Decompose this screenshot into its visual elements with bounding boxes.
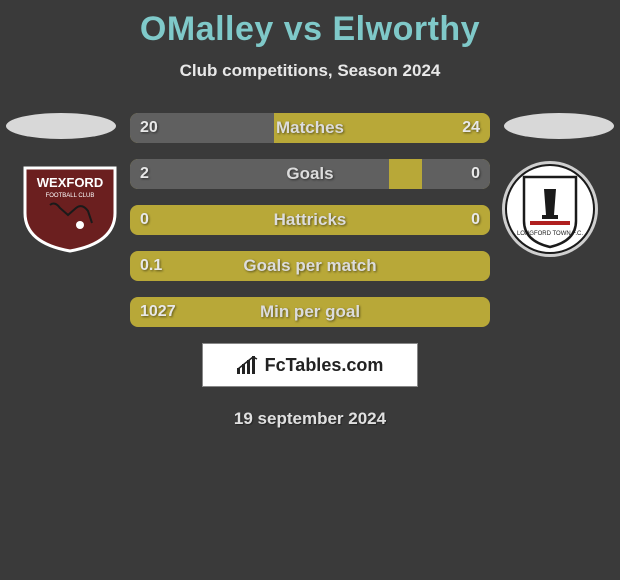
stat-right-value: 0 [471,159,480,189]
date-label: 19 september 2024 [0,409,620,429]
ellipse-left [6,113,116,139]
crest-left: WEXFORD FOOTBALL CLUB [20,163,120,253]
stat-row: 1027Min per goal [130,297,490,327]
crest-right-name: LONGFORD TOWN F.C. [517,231,583,237]
stat-label: Hattricks [130,205,490,235]
stat-row: 20Matches24 [130,113,490,143]
stat-row: 0Hattricks0 [130,205,490,235]
stat-right-value: 24 [462,113,480,143]
stat-row: 2Goals0 [130,159,490,189]
stat-label: Min per goal [130,297,490,327]
ellipse-right [504,113,614,139]
crest-left-name: WEXFORD [37,175,103,190]
comparison-panel: WEXFORD FOOTBALL CLUB LONGFORD TOWN F.C.… [0,113,620,429]
chart-icon [237,356,259,374]
logo-text: FcTables.com [265,355,384,376]
stat-label: Goals per match [130,251,490,281]
crest-right: LONGFORD TOWN F.C. [500,159,600,259]
subtitle: Club competitions, Season 2024 [0,61,620,81]
stats-bars: 20Matches242Goals00Hattricks00.1Goals pe… [130,113,490,327]
stat-label: Goals [130,159,490,189]
fctables-logo: FcTables.com [202,343,418,387]
stat-row: 0.1Goals per match [130,251,490,281]
crest-left-sub: FOOTBALL CLUB [46,193,95,199]
stat-right-value: 0 [471,205,480,235]
stat-label: Matches [130,113,490,143]
page-title: OMalley vs Elworthy [0,0,620,49]
